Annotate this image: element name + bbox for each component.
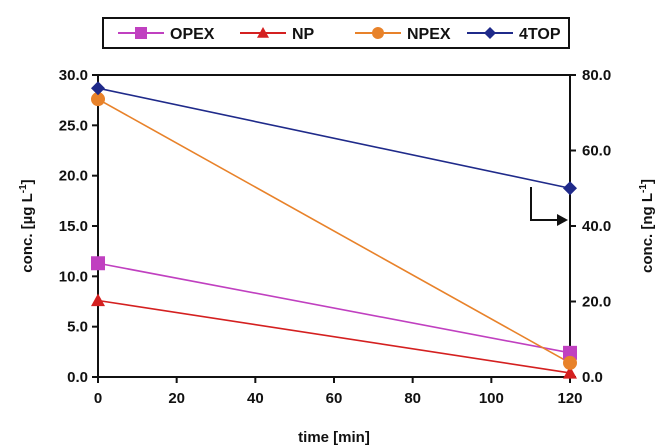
x-axis-title: time [min]	[298, 429, 370, 446]
series-line-npex	[97, 98, 571, 364]
y-left-tick-label: 20.0	[59, 168, 88, 185]
y-left-tick-label: 10.0	[59, 268, 88, 285]
x-tick-label: 40	[247, 390, 264, 407]
y-right-tick-label: 0.0	[582, 369, 603, 386]
y-right-tick-label: 60.0	[582, 143, 611, 160]
x-tick-label: 120	[557, 390, 582, 407]
y-left-tick-label: 15.0	[59, 218, 88, 235]
legend-marker-npex	[372, 27, 384, 39]
y-axis-right-title: conc. [ng L-1]	[638, 179, 656, 273]
data-point-4top	[91, 81, 105, 96]
data-point-np	[563, 365, 577, 379]
legend: OPEX NP NPEX 4TOP	[102, 17, 570, 49]
legend-label-np: NP	[292, 26, 315, 43]
y-left-tick-label: 25.0	[59, 117, 88, 134]
y-left-tick-label: 0.0	[67, 369, 88, 386]
legend-marker-np	[257, 27, 269, 38]
y-right-tick-label: 80.0	[582, 67, 611, 84]
x-tick-label: 60	[326, 390, 343, 407]
data-point-npex	[91, 92, 105, 107]
right-axis-indicator-arrow	[530, 187, 568, 226]
data-point-npex	[563, 355, 577, 370]
plot-area: 0 20 40 60 80 100 1200.05.010.015.020.025.030.…	[59, 67, 611, 407]
data-point-np	[91, 293, 105, 307]
x-tick-label: 0	[94, 390, 102, 407]
series-line-opex	[97, 262, 571, 354]
data-point-opex	[563, 345, 577, 360]
y-right-tick-label: 20.0	[582, 294, 611, 311]
legend-label-4top: 4TOP	[519, 26, 561, 43]
series-line-4top	[97, 87, 571, 190]
series-line-np	[97, 299, 571, 374]
legend-marker-opex	[135, 27, 147, 39]
x-tick-label: 100	[479, 390, 504, 407]
y-left-tick-label: 5.0	[67, 319, 88, 336]
legend-label-npex: NPEX	[407, 26, 451, 43]
y-axis-left-title: conc. [µg L-1]	[18, 179, 36, 272]
y-right-tick-label: 40.0	[582, 218, 611, 235]
legend-marker-4top	[484, 27, 496, 39]
data-point-opex	[91, 256, 105, 271]
data-point-4top	[563, 181, 577, 196]
legend-label-opex: OPEX	[170, 26, 215, 43]
x-tick-label: 20	[168, 390, 185, 407]
y-left-tick-label: 30.0	[59, 67, 88, 84]
x-tick-label: 80	[404, 390, 421, 407]
